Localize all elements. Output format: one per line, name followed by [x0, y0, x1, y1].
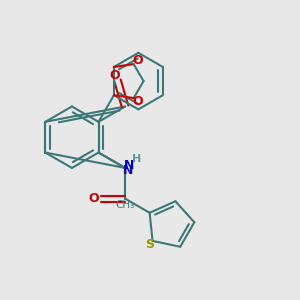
- Text: O: O: [132, 54, 143, 67]
- Text: N: N: [124, 159, 134, 172]
- Text: H: H: [132, 154, 141, 164]
- Text: O: O: [89, 192, 100, 205]
- Text: O: O: [110, 69, 120, 82]
- Text: N: N: [122, 164, 133, 177]
- Text: O: O: [132, 95, 143, 108]
- Text: S: S: [146, 238, 154, 251]
- Text: CH₃: CH₃: [116, 200, 135, 210]
